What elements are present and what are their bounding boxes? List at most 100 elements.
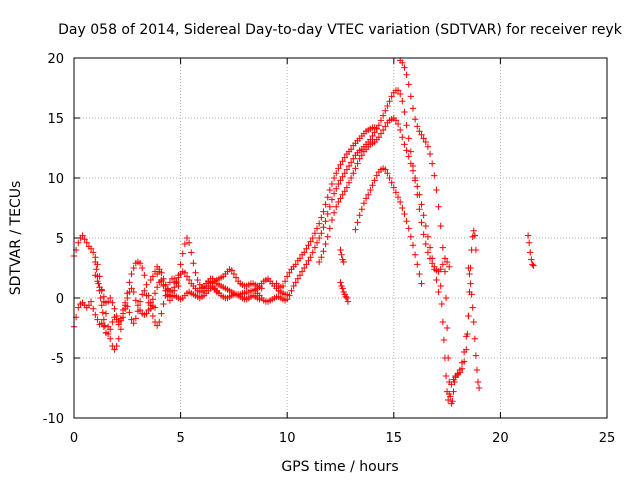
plus-marker	[352, 165, 359, 172]
plus-marker	[139, 264, 146, 272]
plus-marker	[94, 273, 101, 280]
plus-marker	[524, 232, 532, 239]
plus-marker	[339, 158, 346, 165]
plus-marker	[444, 396, 452, 404]
plus-marker	[296, 255, 304, 262]
plus-marker	[151, 290, 159, 297]
plus-marker	[305, 257, 312, 264]
plus-marker	[115, 318, 122, 326]
plus-marker	[474, 378, 482, 386]
satellite-track-13	[465, 264, 483, 392]
plus-marker	[433, 186, 440, 194]
plus-marker	[333, 203, 340, 210]
plus-marker	[139, 291, 146, 298]
plus-marker	[443, 258, 451, 266]
plus-marker	[472, 352, 480, 359]
plus-marker	[401, 108, 408, 116]
plus-marker	[143, 292, 150, 299]
plus-marker	[305, 242, 312, 249]
plus-marker	[322, 201, 329, 208]
plus-marker	[322, 218, 329, 225]
plus-marker	[379, 112, 387, 119]
plus-marker	[100, 316, 108, 323]
plus-marker	[468, 291, 475, 298]
plus-marker	[337, 161, 344, 168]
plus-marker	[373, 125, 380, 132]
plus-marker	[337, 195, 344, 202]
plus-marker	[83, 239, 90, 246]
x-tick-label: 25	[599, 431, 616, 446]
plus-marker	[354, 219, 361, 226]
plus-marker	[428, 160, 436, 167]
plus-marker	[75, 239, 82, 246]
plus-marker	[409, 167, 417, 174]
plus-marker	[339, 191, 346, 198]
plus-marker	[292, 279, 299, 286]
plus-marker	[405, 81, 412, 88]
plus-marker	[339, 173, 346, 180]
plus-marker	[151, 304, 159, 311]
plus-marker	[456, 366, 464, 374]
plus-marker	[347, 174, 355, 182]
plus-marker	[188, 249, 195, 256]
plus-marker	[396, 126, 404, 134]
plus-marker	[440, 336, 448, 344]
plus-marker	[394, 194, 402, 201]
plus-marker	[130, 320, 137, 327]
satellite-track-12	[437, 282, 472, 404]
plus-marker	[337, 246, 344, 254]
plus-marker	[326, 225, 334, 232]
plus-marker	[365, 191, 372, 198]
x-tick-label: 5	[176, 431, 184, 446]
plus-marker	[107, 335, 114, 342]
plus-marker	[117, 315, 125, 322]
plus-marker	[141, 272, 148, 279]
plus-marker	[475, 384, 483, 392]
plus-marker	[344, 298, 352, 305]
plus-marker	[390, 184, 397, 191]
plus-marker	[465, 264, 472, 272]
plus-marker	[422, 138, 429, 146]
x-tick-label: 10	[279, 431, 296, 446]
plus-marker	[418, 219, 425, 226]
plus-marker	[401, 141, 408, 148]
plus-marker	[360, 200, 368, 207]
plus-marker	[401, 210, 408, 218]
plus-marker	[143, 281, 150, 288]
plus-marker	[341, 154, 348, 161]
plus-marker	[173, 279, 180, 286]
plus-marker	[439, 318, 447, 326]
plus-marker	[134, 302, 142, 309]
plus-marker	[420, 231, 427, 238]
plus-marker	[443, 324, 451, 332]
plus-marker	[115, 335, 122, 342]
x-tick-labels: 0 5 10 15 20 25	[70, 431, 615, 446]
plus-marker	[371, 177, 378, 184]
plus-marker	[337, 279, 344, 286]
plus-marker	[130, 264, 137, 272]
plus-marker	[416, 206, 423, 213]
plus-marker	[424, 143, 432, 150]
plus-marker	[403, 71, 410, 78]
plus-marker	[117, 326, 125, 333]
plus-marker	[132, 297, 140, 304]
plus-marker	[303, 245, 310, 252]
plus-marker	[446, 390, 453, 398]
satellite-track-2	[70, 275, 182, 338]
plus-marker	[92, 311, 99, 318]
plus-marker	[162, 287, 169, 294]
plus-marker	[435, 288, 442, 296]
plus-marker	[102, 329, 110, 336]
plus-marker	[449, 398, 456, 405]
plus-marker	[379, 126, 387, 134]
plus-marker	[320, 248, 327, 255]
plus-marker	[409, 105, 417, 112]
plus-marker	[424, 233, 432, 240]
plus-marker	[232, 274, 240, 281]
plus-marker	[113, 342, 120, 350]
plus-marker	[377, 117, 385, 124]
plus-marker	[97, 294, 104, 302]
plus-marker	[143, 310, 150, 317]
plus-marker	[322, 240, 329, 248]
